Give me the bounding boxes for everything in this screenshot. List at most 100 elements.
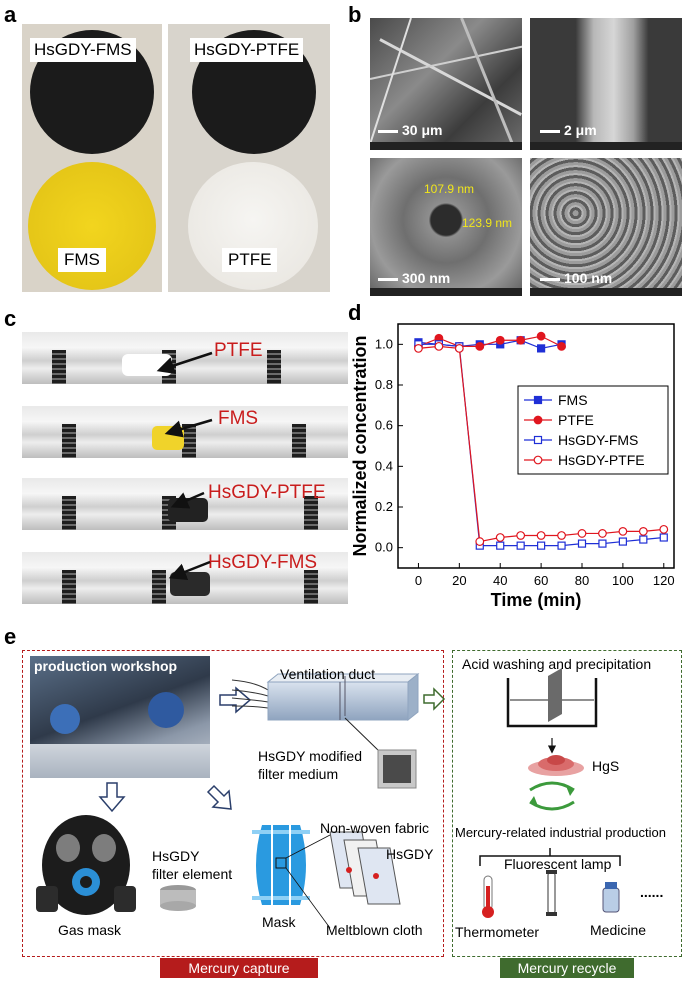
data-point [598, 539, 607, 548]
medicine-label: Medicine [590, 922, 647, 938]
medicine-icon [602, 882, 620, 913]
data-point [533, 455, 543, 465]
ventilation-duct [266, 672, 420, 722]
label-hsgdy-fms: HsGDY-FMS [30, 38, 136, 62]
mercury-capture-box [22, 650, 444, 957]
tube-label-fms: FMS [218, 408, 259, 429]
data-point [536, 331, 546, 341]
panel-label-b: b [348, 2, 362, 27]
thermometer-label: Thermometer [455, 924, 540, 940]
gas-mask-icon [36, 815, 136, 915]
data-point [577, 539, 587, 548]
data-point [533, 415, 543, 425]
data-point [454, 344, 464, 353]
legend-entry: HsGDY-PTFE [558, 452, 645, 468]
arrow-fms [164, 418, 213, 438]
data-point [598, 529, 607, 538]
chart-legend: FMS PTFE HsGDY-FMS HsGDY-PTFE [517, 385, 669, 475]
fluorescent-label: Fluorescent lamp [504, 856, 612, 872]
filter-element-label-1: HsGDY [152, 848, 200, 864]
data-point [638, 526, 648, 536]
sem-image-4: 100 nm [530, 158, 682, 296]
x-tick-label: 0 [415, 573, 422, 588]
concentration-chart: Normalized concentration Time (min) 0 20 4… [350, 323, 675, 610]
chart-y-label: Normalized concentration [350, 335, 370, 556]
mask-label: Mask [262, 914, 296, 930]
data-point [557, 541, 566, 550]
mercury-capture-banner: Mercury capture [160, 958, 318, 978]
data-point [434, 341, 444, 351]
arrow-ptfe [156, 351, 213, 374]
mercury-recycle-banner: Mercury recycle [500, 958, 634, 978]
data-point [537, 344, 546, 353]
sem-image-1: 30 μm [370, 18, 522, 150]
data-point [659, 533, 668, 542]
tube-label-hsgdy-fms: HsGDY-FMS [208, 552, 318, 573]
filter-element-label-2: filter element [152, 866, 233, 882]
data-point [618, 537, 627, 546]
filter-medium-label-1: HsGDY modified [258, 748, 363, 764]
legend-entry: PTFE [558, 412, 594, 428]
duct-label: Ventilation duct [280, 666, 375, 682]
mercury-recycle-box [452, 650, 682, 957]
data-point [557, 531, 566, 540]
tube-photo-2 [22, 406, 348, 458]
brace [479, 848, 621, 866]
data-point [496, 541, 505, 550]
hollow-arrow-down [98, 782, 126, 813]
data-point [495, 533, 505, 542]
data-point [618, 526, 628, 536]
panel-a-photo-right: HsGDY-PTFE PTFE [168, 24, 330, 292]
nonwoven-label: Non-woven fabric [320, 820, 429, 836]
face-mask-icon [252, 825, 331, 929]
label-fms: FMS [58, 248, 106, 272]
hsgdy-layer-label: HsGDY [386, 846, 434, 862]
green-arrow [423, 687, 446, 711]
data-point [577, 529, 587, 538]
x-tick-label: 20 [452, 573, 466, 588]
x-tick-label: 80 [575, 573, 589, 588]
y-tick-label: 0.4 [375, 458, 393, 473]
panel-a-photo-left: HsGDY-FMS FMS [22, 24, 162, 292]
chart-x-label: Time (min) [491, 590, 582, 610]
filter-layers-icon [329, 831, 401, 905]
sem-image-3: 107.9 nm 123.9 nm 300 nm [370, 158, 522, 296]
scale-bar-2: 2 μm [540, 122, 597, 138]
data-point [557, 341, 566, 351]
mercury-industrial-label: Mercury-related industrial production [455, 825, 666, 840]
filter-element-icon [160, 885, 196, 911]
panel-label-d: d [348, 300, 362, 325]
hgs-pile-icon [528, 755, 584, 776]
tube-label-hsgdy-ptfe: HsGDY-PTFE [208, 482, 326, 503]
legend-entry: FMS [558, 392, 588, 408]
filter-medium-label-2: filter medium [258, 766, 339, 782]
panel-label-a: a [4, 2, 17, 27]
meltblown-label: Meltblown cloth [326, 922, 423, 938]
gas-mask-label: Gas mask [58, 922, 122, 938]
hollow-arrow-diag [206, 784, 232, 810]
y-tick-label: 0.8 [375, 377, 393, 392]
x-tick-label: 60 [534, 573, 548, 588]
arrow-hsgdy-fms [168, 560, 211, 580]
x-tick-label: 100 [612, 573, 634, 588]
beaker-icon [506, 668, 598, 728]
thermometer-icon [482, 875, 494, 918]
cycle-arrows [529, 781, 575, 792]
sem-image-2: 2 μm [530, 18, 682, 150]
data-point [475, 537, 485, 546]
tube-photo-1 [22, 332, 348, 384]
panel-e-graphics [36, 668, 621, 929]
data-point [516, 541, 525, 550]
data-point [536, 531, 546, 540]
data-point [414, 344, 423, 353]
data-point [475, 341, 485, 351]
y-tick-label: 0.6 [375, 418, 393, 433]
y-tick-label: 0.0 [375, 540, 393, 555]
y-tick-label: 1.0 [375, 336, 393, 351]
workshop-label: production workshop [34, 658, 178, 674]
legend-frame [517, 385, 669, 475]
panel-label-e: e [4, 624, 17, 649]
x-tick-label: 40 [493, 573, 507, 588]
measure-1: 107.9 nm [424, 182, 475, 196]
data-point [533, 395, 543, 405]
